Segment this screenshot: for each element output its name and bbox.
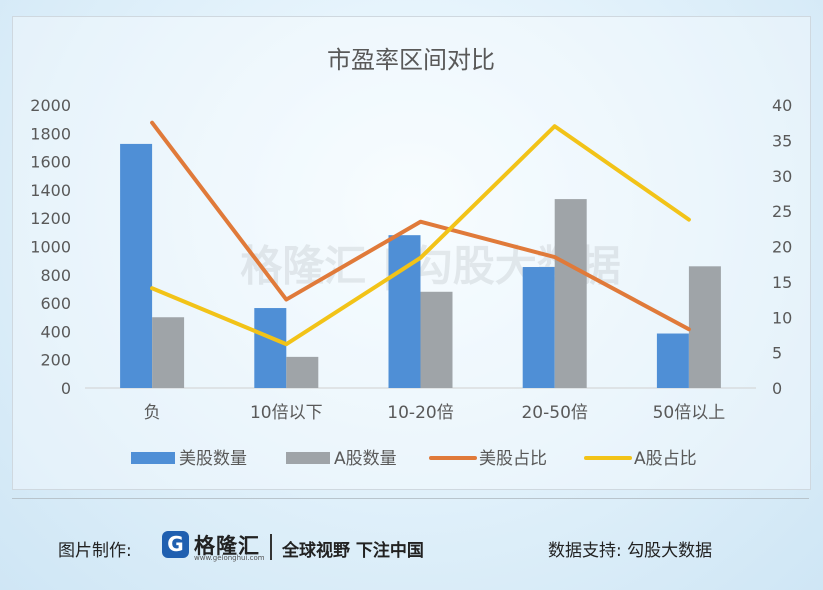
y-right-tick-label: 30 <box>772 167 792 186</box>
y-left-tick-label: 1200 <box>30 209 71 228</box>
slogan: 全球视野 下注中国 <box>282 541 424 561</box>
bar-us-count <box>120 143 153 388</box>
legend-label: 美股占比 <box>479 449 547 469</box>
logo-mark-icon: G <box>162 531 189 558</box>
y-left-tick-label: 400 <box>40 322 71 341</box>
y-right-tick-label: 40 <box>772 96 792 115</box>
chart-svg: 格隆汇 | 勾股大数据市盈率区间对比0200400600800100012001… <box>30 46 792 469</box>
bar-us-count <box>656 333 689 388</box>
y-right-tick-label: 15 <box>772 273 792 292</box>
y-right-tick-label: 20 <box>772 238 792 257</box>
y-left-tick-label: 600 <box>40 294 71 313</box>
legend-swatch <box>131 452 175 464</box>
y-left-tick-label: 1600 <box>30 153 71 172</box>
chart-title: 市盈率区间对比 <box>327 46 495 74</box>
data-support: 数据支持: 勾股大数据 <box>548 541 713 561</box>
logo-text: 格隆汇 <box>194 534 260 558</box>
y-left-tick-label: 200 <box>40 351 71 370</box>
bar-a-count <box>420 291 453 388</box>
y-left-tick-label: 800 <box>40 266 71 285</box>
bar-a-count <box>688 266 721 388</box>
y-left-tick-label: 0 <box>61 379 71 398</box>
y-right-tick-label: 25 <box>772 202 792 221</box>
bar-us-count <box>388 235 421 388</box>
y-right-tick-label: 5 <box>772 344 782 363</box>
bar-us-count <box>254 308 287 388</box>
gelonghui-logo: G 格隆汇 www.gelonghui.com <box>162 528 274 564</box>
y-left-tick-label: 1000 <box>30 238 71 257</box>
y-left-tick-label: 1800 <box>30 124 71 143</box>
logo-sub: www.gelonghui.com <box>194 554 265 562</box>
bar-a-count <box>554 199 587 388</box>
y-right-tick-label: 0 <box>772 379 782 398</box>
y-left-tick-label: 2000 <box>30 96 71 115</box>
line-us-share <box>150 120 691 332</box>
legend-swatch <box>286 452 330 464</box>
x-tick-label: 10倍以下 <box>250 403 323 423</box>
bar-a-count <box>152 317 185 388</box>
legend-label: A股占比 <box>634 449 697 469</box>
footer-separator <box>270 534 272 560</box>
legend-label: 美股数量 <box>179 449 247 469</box>
legend-label: A股数量 <box>334 449 397 469</box>
divider <box>12 498 809 499</box>
footer: 图片制作: G 格隆汇 www.gelonghui.com 全球视野 下注中国 … <box>0 520 823 570</box>
bar-a-count <box>286 356 319 388</box>
line-a-share <box>150 124 691 347</box>
y-right-tick-label: 35 <box>772 131 792 150</box>
x-tick-label: 20-50倍 <box>521 403 587 423</box>
y-right-tick-label: 10 <box>772 308 792 327</box>
y-left-tick-label: 1400 <box>30 181 71 200</box>
x-tick-label: 50倍以上 <box>653 403 726 423</box>
x-tick-label: 负 <box>144 403 161 423</box>
chart-card: 格隆汇 | 勾股大数据 市盈率区间对比 0 200 400 600 800 1000 1200 1… <box>12 16 811 490</box>
bar-us-count <box>522 267 555 388</box>
made-by-label: 图片制作: <box>58 541 132 561</box>
x-tick-label: 10-20倍 <box>387 403 453 423</box>
